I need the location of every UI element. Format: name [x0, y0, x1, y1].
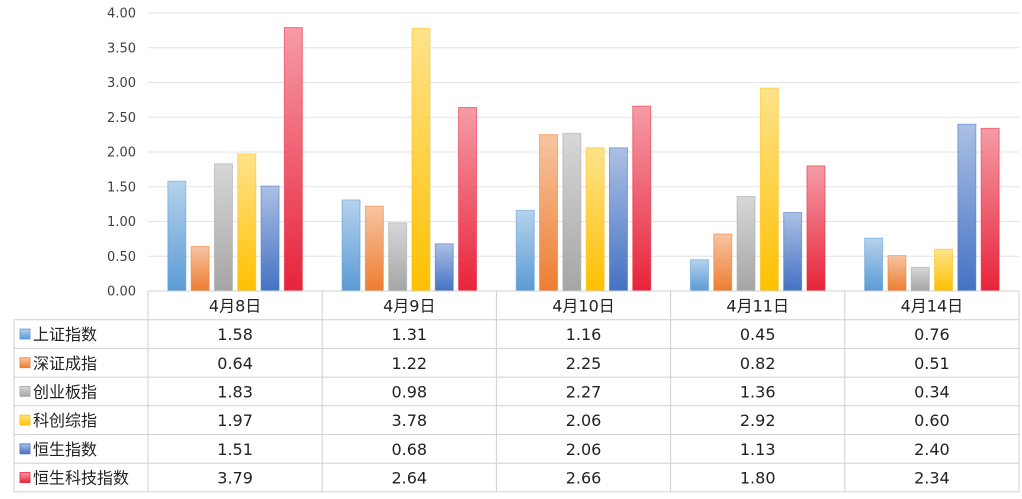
data-label: 0.45: [740, 325, 776, 344]
data-label: 3.78: [391, 411, 427, 430]
series-name: 科创综指: [33, 411, 97, 430]
bar: [608, 147, 628, 292]
x-tick-label: 4月10日: [552, 296, 615, 315]
y-axis: 0.00 0.50 1.00 1.50 2.00 2.50 3.00 3.50 4.00: [107, 7, 136, 300]
series-name: 创业板指: [33, 382, 97, 401]
data-label: 1.16: [566, 325, 602, 344]
y-tick-label: 3.00: [107, 76, 136, 91]
data-label: 0.64: [217, 354, 253, 373]
legend-key: [19, 414, 31, 426]
data-label: 2.92: [740, 411, 776, 430]
series-name: 恒生科技指数: [33, 469, 129, 488]
data-label: 0.76: [914, 325, 950, 344]
bar: [260, 185, 280, 292]
y-tick-label: 4.00: [107, 7, 136, 22]
series-name: 上证指数: [33, 325, 97, 344]
bar: [887, 255, 907, 292]
data-label: 0.60: [914, 411, 950, 430]
bar: [388, 222, 408, 292]
series-name: 深证成指: [33, 354, 97, 373]
bar: [190, 246, 210, 292]
y-tick-label: 3.50: [107, 41, 136, 56]
bar: [341, 199, 361, 292]
bar: [980, 127, 1000, 292]
data-label: 0.34: [914, 382, 950, 401]
y-tick-label: 2.00: [107, 146, 136, 161]
bar: [562, 132, 582, 292]
data-label: 1.31: [391, 325, 427, 344]
bar: [237, 153, 257, 292]
x-tick-label: 4月14日: [901, 296, 964, 315]
bar: [515, 209, 535, 292]
data-label: 2.06: [566, 411, 602, 430]
bar: [910, 266, 930, 292]
data-label: 1.80: [740, 469, 776, 488]
data-label: 2.66: [566, 469, 602, 488]
bar: [411, 27, 431, 292]
bar: [632, 105, 652, 292]
bar: [434, 243, 454, 292]
y-tick-label: 0.00: [107, 285, 136, 300]
bars: [167, 27, 1000, 292]
y-tick-label: 0.50: [107, 250, 136, 265]
bar: [806, 165, 826, 292]
legend-key: [19, 328, 31, 340]
legend-key: [19, 386, 31, 397]
bar: [585, 147, 605, 292]
legend-key: [19, 472, 31, 483]
data-label: 0.51: [914, 354, 950, 373]
bar: [736, 195, 756, 292]
data-label: 1.97: [217, 411, 253, 430]
bar: [364, 205, 384, 292]
bar: [934, 248, 954, 292]
data-label: 2.64: [391, 469, 427, 488]
bar: [864, 237, 884, 292]
series-name: 恒生指数: [33, 440, 97, 459]
data-label: 1.83: [217, 382, 253, 401]
data-label: 1.22: [391, 354, 427, 373]
bar: [458, 107, 478, 292]
y-tick-label: 1.00: [107, 215, 136, 230]
data-label: 2.06: [566, 440, 602, 459]
y-tick-label: 1.50: [107, 180, 136, 195]
bar: [783, 211, 803, 292]
data-label: 2.40: [914, 440, 950, 459]
data-label: 1.58: [217, 325, 253, 344]
data-label: 1.36: [740, 382, 776, 401]
data-label: 2.27: [566, 382, 602, 401]
data-label: 1.13: [740, 440, 776, 459]
data-label: 1.51: [217, 440, 253, 459]
bar: [689, 259, 709, 292]
bar: [167, 180, 187, 292]
data-label: 3.79: [217, 469, 253, 488]
data-label: 2.25: [566, 354, 602, 373]
y-tick-label: 2.50: [107, 111, 136, 126]
bar: [759, 87, 779, 292]
legend-key: [19, 357, 31, 369]
data-label: 2.34: [914, 469, 950, 488]
x-tick-label: 4月8日: [209, 296, 261, 315]
legend-key: [19, 443, 31, 455]
x-tick-label: 4月9日: [383, 296, 435, 315]
bar: [283, 27, 303, 292]
data-label: 0.82: [740, 354, 776, 373]
bar: [713, 233, 733, 292]
data-label: 0.98: [391, 382, 427, 401]
bar: [213, 163, 233, 292]
data-label: 0.68: [391, 440, 427, 459]
bar: [957, 123, 977, 292]
bar: [539, 134, 559, 292]
x-tick-label: 4月11日: [726, 296, 789, 315]
